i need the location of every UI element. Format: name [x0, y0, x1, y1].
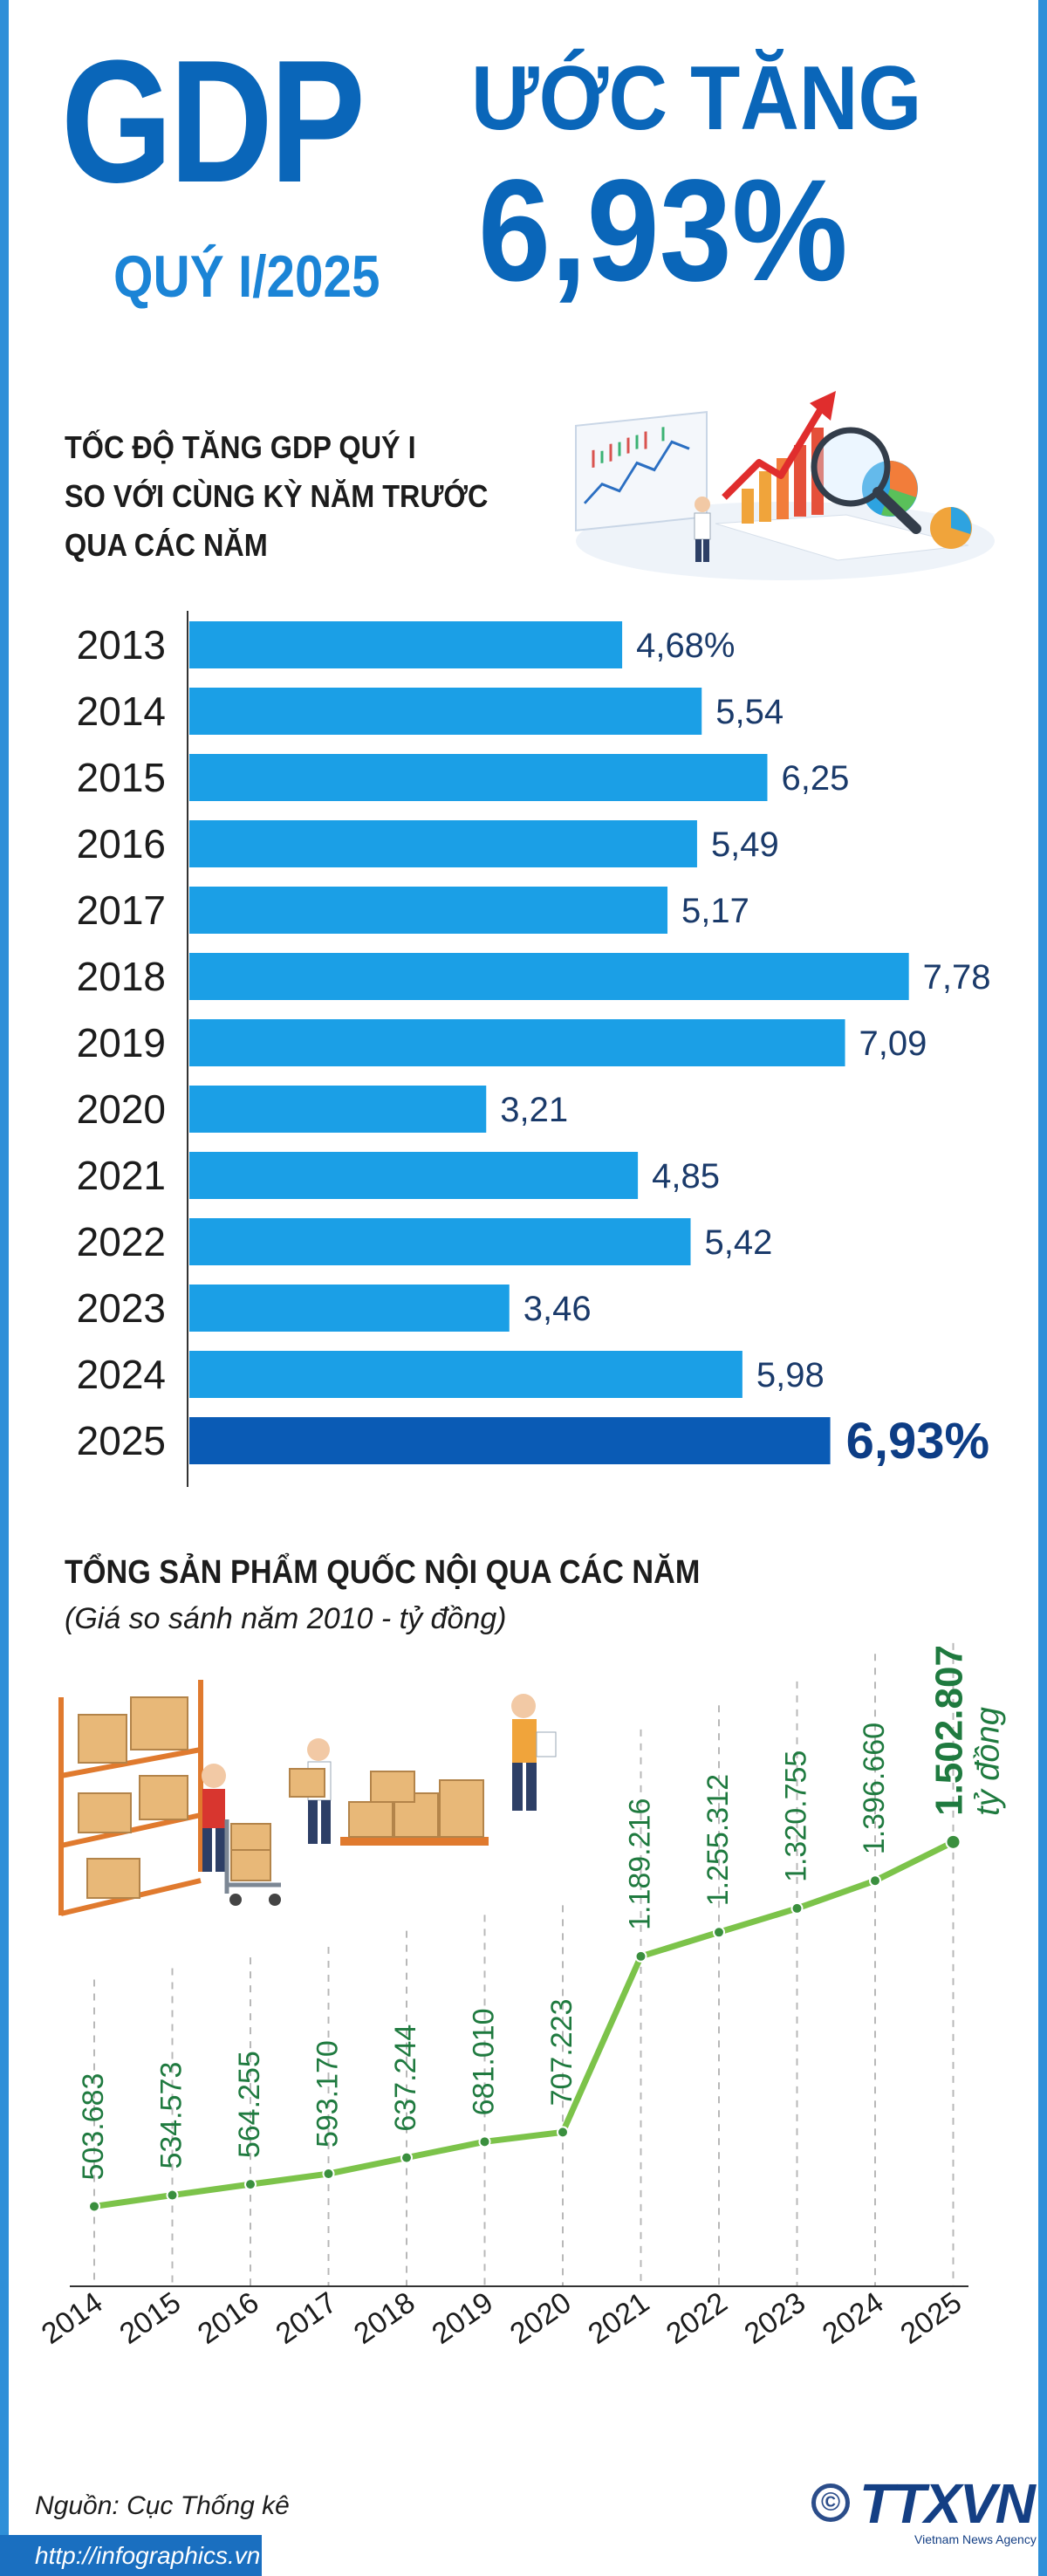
- header-quarter: QUÝ I/2025: [113, 243, 380, 310]
- bar-2016: [189, 820, 697, 867]
- gdp-value-label: 593.170: [311, 2040, 345, 2148]
- bar-2023: [189, 1285, 510, 1332]
- bar-year-label: 2021: [77, 1153, 166, 1198]
- bar-value-label: 7,78: [923, 958, 991, 997]
- bar-year-label: 2017: [77, 887, 166, 933]
- ttxvn-logo: © TTXVN Vietnam News Agency: [811, 2473, 1037, 2566]
- website-link[interactable]: http://infographics.vn: [0, 2535, 262, 2576]
- bar-chart-title-line-2: SO VỚI CÙNG KỲ NĂM TRƯỚC: [65, 478, 489, 514]
- line-chart-title: TỔNG SẢN PHẨM QUỐC NỘI QUA CÁC NĂM: [65, 1554, 701, 1591]
- x-tick-label: 2024: [817, 2285, 890, 2351]
- gdp-point-2020: [557, 2126, 569, 2139]
- bar-2014: [189, 688, 702, 735]
- x-tick-label: 2015: [113, 2285, 187, 2351]
- x-tick-label: 2016: [192, 2285, 265, 2351]
- bar-chart-title-line-1: TỐC ĐỘ TĂNG GDP QUÝ I: [65, 429, 416, 465]
- gdp-value-label: 1.189.216: [624, 1798, 657, 1930]
- bar-value-label: 5,17: [681, 892, 749, 930]
- gdp-value-label: 1.320.755: [780, 1750, 813, 1882]
- bar-2015: [189, 754, 768, 801]
- gdp-point-2014: [88, 2200, 100, 2213]
- bar-value-label: 5,54: [715, 693, 784, 731]
- gdp-point-2021: [634, 1949, 647, 1963]
- bar-2025: [189, 1417, 831, 1464]
- bar-year-label: 2025: [77, 1418, 166, 1463]
- bar-year-label: 2024: [77, 1352, 166, 1397]
- gdp-growth-bar-chart: 2013 4,68% 2014 5,54 2015 6,25 2016 5,49 2017 5,1…: [77, 611, 991, 1487]
- x-tick-label: 2021: [582, 2285, 655, 2351]
- x-tick-label: 2025: [894, 2285, 968, 2351]
- gdp-value-label: 1.396.660: [858, 1723, 891, 1854]
- x-tick-label: 2014: [36, 2285, 109, 2351]
- bar-year-label: 2019: [77, 1020, 166, 1065]
- x-tick-label: 2023: [738, 2285, 811, 2351]
- bar-2019: [189, 1019, 845, 1066]
- bar-year-label: 2018: [77, 954, 166, 999]
- bar-value-label: 5,98: [756, 1356, 825, 1394]
- bar-value-label: 6,25: [782, 759, 850, 798]
- bar-year-label: 2014: [77, 689, 166, 734]
- x-tick-label: 2018: [348, 2285, 421, 2351]
- gdp-value-label: 503.683: [77, 2073, 110, 2181]
- gdp-value-label: 707.223: [545, 1998, 578, 2106]
- bar-2024: [189, 1351, 742, 1398]
- gdp-point-2022: [713, 1926, 725, 1939]
- bar-value-label: 3,46: [524, 1290, 592, 1328]
- bar-year-label: 2020: [77, 1086, 166, 1132]
- gdp-point-2025: [945, 1833, 961, 1850]
- x-tick-label: 2020: [504, 2285, 578, 2351]
- gdp-value-label: 1.255.312: [701, 1774, 735, 1906]
- bar-chart-title: TỐC ĐỘ TĂNG GDP QUÝ I SO VỚI CÙNG KỲ NĂM…: [65, 423, 504, 570]
- analytics-illustration: [575, 391, 995, 580]
- header-value: 6,93%: [478, 150, 848, 312]
- header-gdp: GDP: [61, 24, 366, 219]
- unit-label: tỷ đồng: [970, 1707, 1007, 1816]
- bar-2022: [189, 1218, 691, 1265]
- bar-value-label: 4,85: [652, 1157, 720, 1196]
- bar-year-label: 2023: [77, 1285, 166, 1331]
- bar-value-label: 3,21: [500, 1091, 568, 1129]
- gdp-value-label: 637.244: [389, 2024, 422, 2132]
- gdp-value-line-chart: 503.683 2014 534.573 2015 564.255 2016 593.170…: [36, 1641, 1007, 2351]
- bar-2021: [189, 1152, 639, 1199]
- bar-value-label: 4,68%: [636, 627, 735, 665]
- gdp-point-2019: [478, 2135, 491, 2148]
- gdp-point-2024: [869, 1874, 881, 1887]
- bar-year-label: 2016: [77, 821, 166, 867]
- x-tick-label: 2017: [270, 2285, 343, 2351]
- gdp-value-label: 534.573: [155, 2062, 188, 2169]
- bar-year-label: 2013: [77, 622, 166, 668]
- header-headline: ƯỚC TĂNG: [471, 48, 922, 149]
- gdp-point-2018: [400, 2151, 413, 2164]
- logo-text: TTXVN: [859, 2472, 1036, 2535]
- line-chart-subtitle: (Giá so sánh năm 2010 - tỷ đồng): [65, 1602, 507, 1635]
- bar-year-label: 2015: [77, 755, 166, 800]
- bar-2017: [189, 887, 668, 934]
- bar-chart-title-line-3: QUA CÁC NĂM: [65, 527, 268, 563]
- bar-2020: [189, 1086, 487, 1133]
- gdp-series-line: [93, 1839, 955, 2209]
- logo-subtitle: Vietnam News Agency: [914, 2532, 1037, 2546]
- warehouse-illustration: [58, 1680, 557, 1916]
- bar-value-label: 5,49: [711, 826, 779, 864]
- gdp-value-label: 1.502.807: [928, 1645, 971, 1816]
- gdp-value-label: 564.255: [233, 2051, 266, 2158]
- bar-value-label: 5,42: [705, 1223, 773, 1262]
- gdp-point-2015: [166, 2189, 179, 2202]
- copyright-icon: ©: [811, 2484, 850, 2522]
- x-tick-label: 2019: [426, 2285, 499, 2351]
- gdp-value-label: 681.010: [468, 2008, 501, 2115]
- bar-2018: [189, 953, 909, 1000]
- bar-2013: [189, 621, 623, 668]
- gdp-point-2016: [244, 2178, 257, 2191]
- gdp-point-2023: [790, 1901, 804, 1915]
- bar-year-label: 2022: [77, 1219, 166, 1264]
- x-tick-label: 2022: [660, 2285, 734, 2351]
- bar-value-label: 6,93%: [846, 1413, 989, 1470]
- source-note: Nguồn: Cục Thống kê: [35, 2491, 290, 2520]
- gdp-point-2017: [322, 2168, 335, 2181]
- bar-value-label: 7,09: [859, 1024, 927, 1063]
